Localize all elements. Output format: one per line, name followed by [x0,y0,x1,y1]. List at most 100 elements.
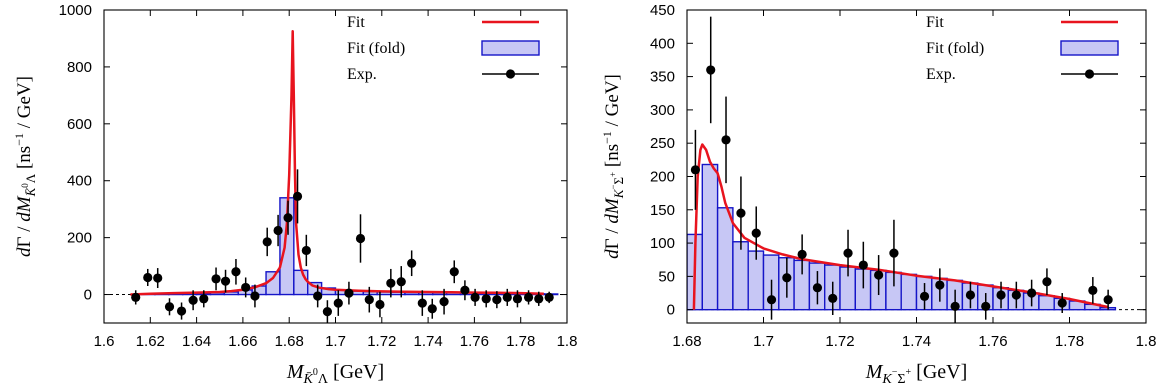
data-point [706,65,716,75]
x-tick-label: 1.7 [325,333,346,350]
data-point [407,258,417,268]
data-point [534,294,544,304]
histogram-bar [732,241,749,311]
x-tick-label: 1.8 [557,333,578,350]
right-panel: 1.68 1.7 1.72 1.74 1.76 1.78 1.8 0 50 100 150 200 25… [600,2,1156,387]
y-tick-label: 250 [650,135,675,152]
y-tick-label: 200 [67,230,92,247]
data-point [396,277,406,287]
data-point [176,306,187,316]
data-point [492,295,502,305]
histogram-bar [1038,294,1055,311]
legend-exp-marker [1084,69,1095,79]
data-point [1088,285,1098,295]
data-point [797,249,807,260]
data-point [364,295,374,305]
y-tick-label: 100 [650,235,675,252]
x-tick-label: 1.68 [275,333,304,350]
y-tick-label: 0 [84,287,92,304]
data-point [460,285,470,295]
y-tick-label: 600 [67,116,92,133]
histogram-bar [747,250,765,311]
data-point [211,274,221,284]
left-panel: 1.6 1.62 1.64 1.66 1.68 1.7 1.72 1.74 1.76 1.78 1.… [12,2,577,387]
data-point [199,294,209,304]
x-axis-label: MK̄0Λ [GeV] [286,361,384,387]
data-point [143,272,153,283]
data-point [889,248,899,258]
data-point [292,191,303,201]
data-point [131,292,141,302]
x-tick-label: 1.8 [1136,333,1157,350]
legend: Fit Fit (fold) Exp. [926,14,1119,83]
data-point [736,208,746,218]
histogram-bar [293,269,309,296]
data-point [1042,277,1052,287]
histogram-bar [900,273,918,311]
data-point [417,298,427,308]
data-point [241,282,251,293]
x-tick-label: 1.66 [228,333,257,350]
data-point [231,267,241,277]
x-tick-label: 1.74 [413,333,442,350]
x-axis-label: MK−Σ+ [GeV] [865,361,968,387]
data-point [375,299,385,310]
legend-fold-swatch [481,40,540,56]
plot-frame [103,9,568,324]
data-point [283,213,293,223]
data-point [322,307,332,317]
legend-label: Fit [347,14,365,31]
data-point [250,291,260,301]
data-point [273,225,283,236]
data-point [512,294,523,304]
data-point [1011,290,1021,300]
x-tick-label: 1.72 [367,333,396,350]
data-point [766,295,777,305]
data-point [164,302,175,312]
data-point [220,276,231,286]
data-point [301,245,311,256]
data-point [153,273,163,283]
data-point [751,228,761,238]
y-tick-label: 400 [650,35,675,52]
data-point [843,248,853,258]
x-tick-label: 1.68 [672,333,701,350]
x-tick-label: 1.78 [1055,333,1084,350]
x-tick-label: 1.7 [753,333,774,350]
data-point [1103,295,1113,305]
x-tick-label: 1.64 [182,333,211,350]
data-point [386,278,396,288]
y-axis-label: dΓ / dMK̄0Λ [ns−1 / GeV] [12,76,38,257]
data-point [690,165,701,175]
legend-exp-marker [505,69,516,79]
data-point [996,290,1006,300]
legend-label: Fit (fold) [347,40,405,57]
legend-fold-swatch [1060,40,1119,56]
data-point [950,301,960,311]
histogram-bar [716,207,734,311]
legend-label: Fit [926,14,944,31]
data-point [965,290,976,300]
data-point [919,291,930,301]
y-tick-label: 200 [650,168,675,185]
data-point [544,292,554,302]
x-tick-label: 1.76 [460,333,489,350]
data-point [355,233,366,244]
x-tick-label: 1.6 [94,333,115,350]
y-tick-label: 350 [650,69,675,86]
data-point [721,135,731,145]
data-point [262,237,272,247]
y-tick-label: 800 [67,59,92,76]
data-point [858,260,868,270]
y-tick-label: 400 [67,173,92,190]
legend: Fit Fit (fold) Exp. [347,14,540,83]
data-point [981,301,991,311]
data-point [481,294,491,304]
y-axis-label: dΓ / dMK−Σ+ [ns−1 / GeV] [600,74,626,259]
data-point [1057,298,1067,308]
data-point [188,295,198,305]
data-point [333,298,343,308]
data-point [502,292,512,302]
data-point [874,270,884,280]
